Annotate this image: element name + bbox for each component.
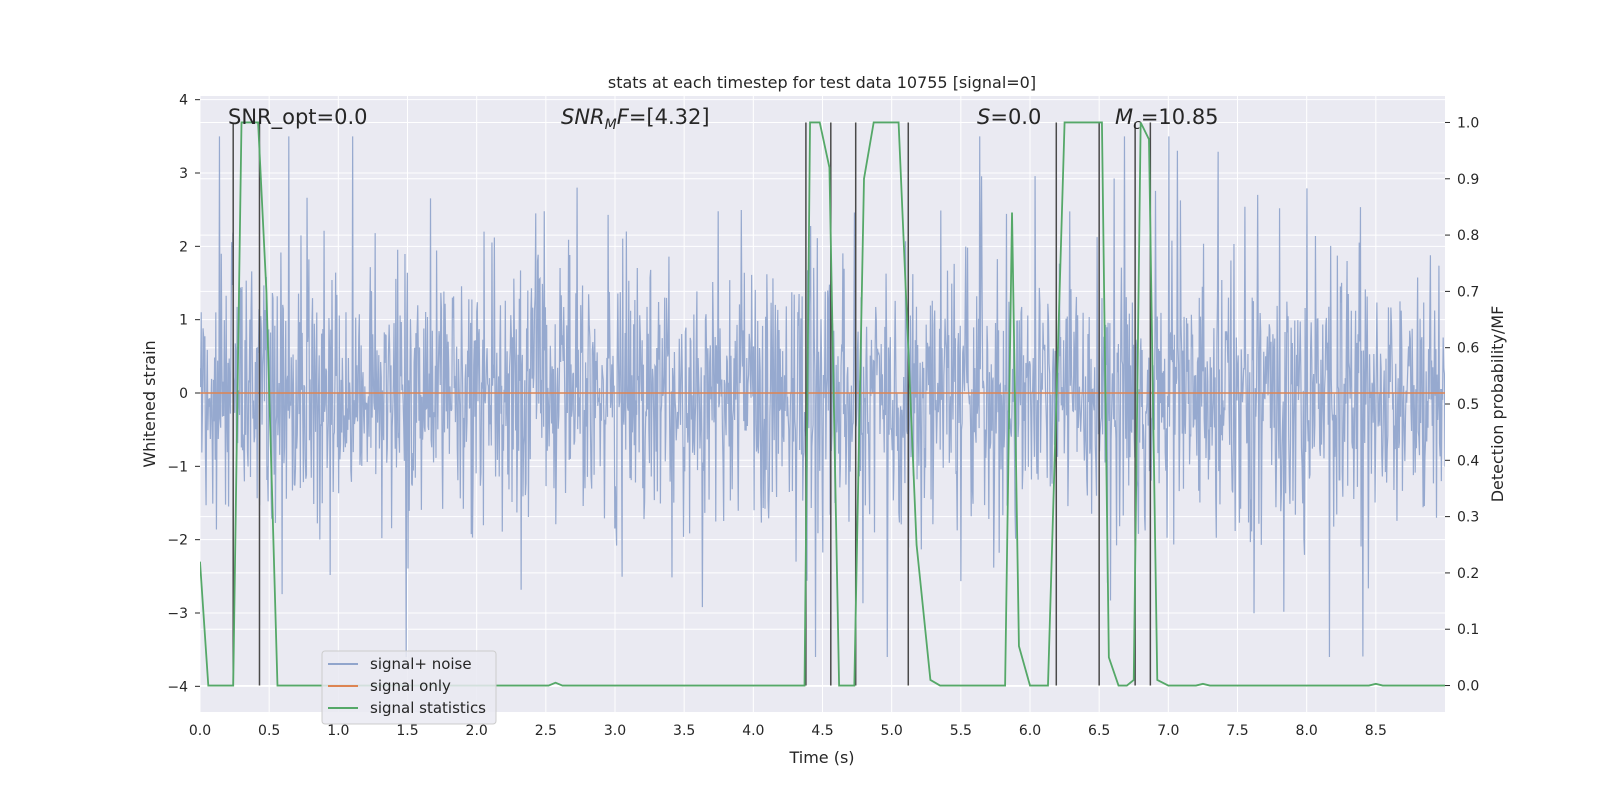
x-tick-label: 5.5 [950,723,972,739]
y2-tick-label: 0.5 [1457,397,1479,413]
x-tick-label: 7.5 [1226,723,1248,739]
x-tick-label: 4.5 [811,723,833,739]
y2-axis-label: Detection probability/MF [1488,306,1507,503]
y-axis-ticks: 4 3 2 1 0 −1 −2 −3 −4 [167,93,200,695]
y-tick-label: −1 [167,459,188,475]
y-tick-label: 0 [179,386,188,402]
x-tick-label: 8.5 [1365,723,1387,739]
annotation-snr-mf-value: =[4.32] [629,105,710,129]
annotation-snr-mf-f: F [617,105,630,129]
annotation-snr-opt: SNR_opt=0.0 [228,105,368,130]
legend-label-signal-statistics: signal statistics [370,699,486,717]
annotation-mc-value: =10.85 [1141,105,1219,129]
x-axis-ticks: 0.0 0.5 1.0 1.5 2.0 2.5 3.0 3.5 4.0 4.5 5.0 5.5 6.0 6… [189,723,1387,739]
grid [199,96,1445,712]
x-tick-label: 1.5 [396,723,418,739]
y2-tick-label: 0.8 [1457,228,1479,244]
annotation-snr-mf: SNRMF=[4.32] [561,105,710,133]
legend-box [321,650,497,725]
y2-tick-label: 0.2 [1457,566,1479,582]
x-tick-label: 3.0 [604,723,626,739]
y2-tick-label: 0.1 [1457,622,1479,638]
chart-title: stats at each timestep for test data 107… [608,73,1036,92]
y-axis-label: Whitened strain [140,340,159,467]
y-tick-label: 3 [179,166,188,182]
annotation-mc: Mc=10.85 [1115,105,1219,133]
x-tick-label: 6.0 [1019,723,1041,739]
x-tick-label: 0.0 [189,723,211,739]
legend-label-signal-only: signal only [370,677,451,695]
legend: signal+ noise signal only signal statist… [321,650,497,725]
y2-tick-label: 0.0 [1457,679,1479,695]
x-tick-label: 1.0 [327,723,349,739]
y-tick-label: 4 [179,93,188,109]
annotation-snr-mf-sub: M [605,117,617,133]
series-signal-statistics [200,121,1445,687]
annotation-mc-sub: c [1133,117,1141,133]
x-tick-label: 4.0 [742,723,764,739]
x-tick-label: 8.0 [1296,723,1318,739]
x-tick-label: 7.0 [1157,723,1179,739]
x-tick-label: 6.5 [1088,723,1110,739]
annotation-mc-var: M [1115,105,1133,129]
x-tick-label: 5.0 [881,723,903,739]
x-tick-label: 2.0 [466,723,488,739]
annotation-snr-mf-var: SNR [561,105,605,129]
x-axis-label: Time (s) [788,748,854,767]
y2-tick-label: 1.0 [1457,115,1479,131]
annotation-s-var: S [977,105,990,129]
y2-tick-label: 0.3 [1457,510,1479,526]
x-tick-label: 0.5 [258,723,280,739]
y2-tick-label: 0.7 [1457,284,1479,300]
annotation-s-value: =0.0 [990,105,1041,129]
legend-label-signal-noise: signal+ noise [370,655,472,673]
y2-axis-ticks: 1.0 0.9 0.8 0.7 0.6 0.5 0.4 0.3 0.2 0.1 0.0 [1445,115,1479,695]
y-tick-label: 1 [179,313,188,329]
y2-tick-label: 0.6 [1457,341,1479,357]
y-tick-label: −4 [167,679,188,695]
series-signal-noise [200,136,1445,658]
y2-tick-label: 0.9 [1457,172,1479,188]
y-tick-label: −3 [167,606,188,622]
x-tick-label: 3.5 [673,723,695,739]
y2-tick-label: 0.4 [1457,453,1479,469]
annotation-s: S=0.0 [977,105,1041,129]
y-tick-label: −2 [167,533,188,549]
x-tick-label: 2.5 [535,723,557,739]
y-tick-label: 2 [179,239,188,255]
